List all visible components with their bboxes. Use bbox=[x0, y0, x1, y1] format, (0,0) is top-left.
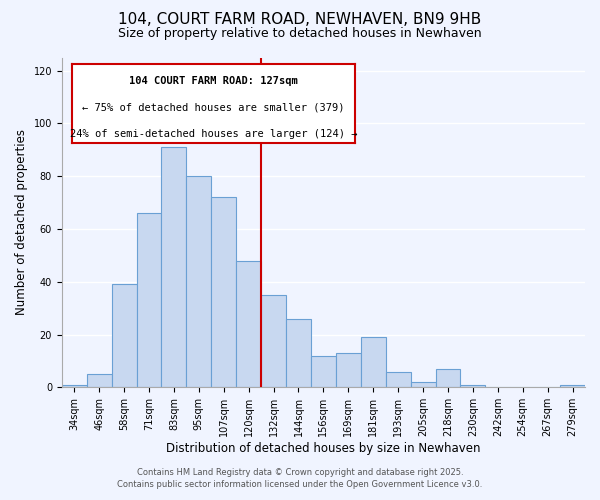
Bar bbox=[112, 284, 137, 388]
Bar bbox=[236, 260, 261, 388]
Text: 104, COURT FARM ROAD, NEWHAVEN, BN9 9HB: 104, COURT FARM ROAD, NEWHAVEN, BN9 9HB bbox=[118, 12, 482, 28]
Bar bbox=[361, 337, 386, 388]
Bar bbox=[436, 369, 460, 388]
Bar bbox=[410, 382, 436, 388]
Bar bbox=[386, 372, 410, 388]
Bar bbox=[311, 356, 336, 388]
Bar bbox=[86, 374, 112, 388]
Bar bbox=[161, 147, 187, 388]
Bar bbox=[336, 353, 361, 388]
Text: Contains HM Land Registry data © Crown copyright and database right 2025.
Contai: Contains HM Land Registry data © Crown c… bbox=[118, 468, 482, 489]
Y-axis label: Number of detached properties: Number of detached properties bbox=[15, 130, 28, 316]
Bar bbox=[286, 318, 311, 388]
X-axis label: Distribution of detached houses by size in Newhaven: Distribution of detached houses by size … bbox=[166, 442, 481, 455]
Bar bbox=[62, 384, 86, 388]
Bar bbox=[560, 384, 585, 388]
Bar bbox=[137, 213, 161, 388]
Text: Size of property relative to detached houses in Newhaven: Size of property relative to detached ho… bbox=[118, 28, 482, 40]
Bar bbox=[187, 176, 211, 388]
Bar bbox=[211, 198, 236, 388]
Bar bbox=[261, 295, 286, 388]
Bar bbox=[460, 384, 485, 388]
